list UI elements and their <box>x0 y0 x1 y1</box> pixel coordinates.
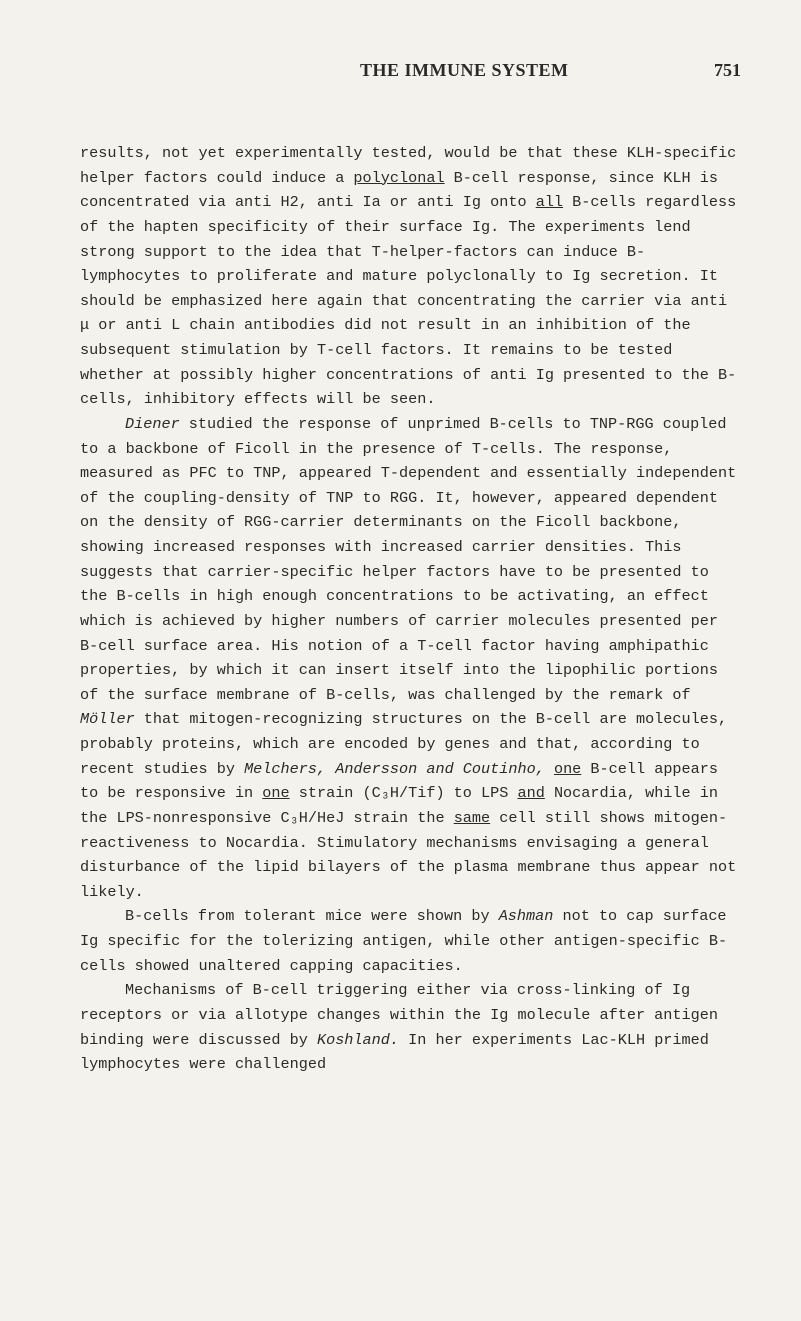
page-number: 751 <box>714 60 741 81</box>
header-title: THE IMMUNE SYSTEM <box>360 60 569 81</box>
paragraph-2: Diener studied the response of unprimed … <box>80 412 741 905</box>
text-segment <box>545 760 554 778</box>
text-segment: B-cells from tolerant mice were shown by <box>125 907 499 925</box>
author-name: Ashman <box>499 907 554 925</box>
underlined-text: one <box>262 784 289 802</box>
underlined-text: polyclonal <box>353 169 444 187</box>
paragraph-4: Mechanisms of B-cell triggering either v… <box>80 978 741 1077</box>
underlined-text: one <box>554 760 581 778</box>
page-header: THE IMMUNE SYSTEM 751 <box>80 60 741 81</box>
text-segment: strain (C₃H/Tif) to LPS <box>290 784 518 802</box>
author-name: Koshland. <box>317 1031 399 1049</box>
body-content: results, not yet experimentally tested, … <box>80 141 741 1077</box>
author-name: Möller <box>80 710 135 728</box>
paragraph-1: results, not yet experimentally tested, … <box>80 141 741 412</box>
underlined-text: same <box>454 809 490 827</box>
paragraph-3: B-cells from tolerant mice were shown by… <box>80 904 741 978</box>
text-segment: B-cells regardless of the hapten specifi… <box>80 193 736 408</box>
underlined-text: and <box>517 784 544 802</box>
underlined-text: all <box>536 193 563 211</box>
author-name: Melchers, Andersson and Coutinho, <box>244 760 545 778</box>
text-segment: studied the response of unprimed B-cells… <box>80 415 736 704</box>
author-name: Diener <box>125 415 180 433</box>
